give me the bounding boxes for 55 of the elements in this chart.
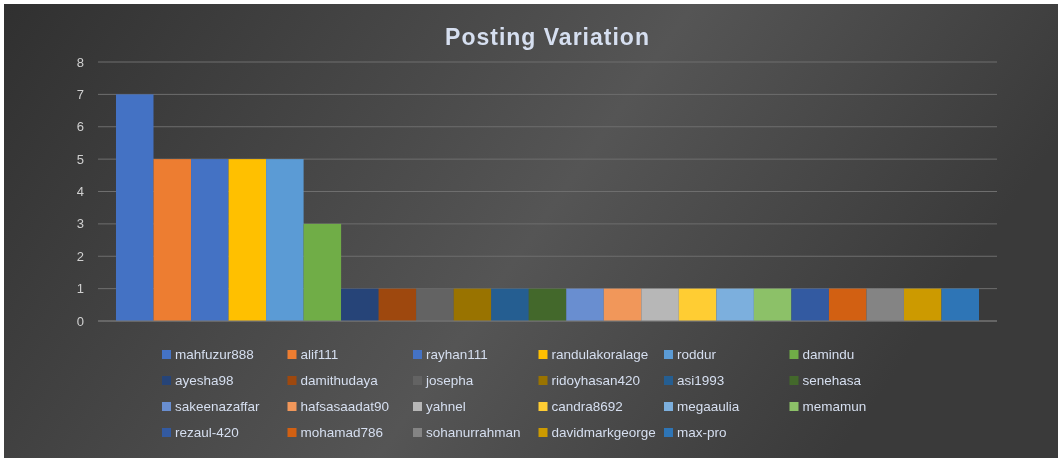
y-tick-label: 1 xyxy=(76,281,84,297)
bar xyxy=(528,288,567,321)
legend-label: ridoyhasan420 xyxy=(551,372,641,388)
bar xyxy=(115,94,154,321)
bar xyxy=(191,159,229,321)
legend-label: rayhan111 xyxy=(426,346,488,362)
legend-label: asi1993 xyxy=(677,372,725,388)
bar xyxy=(491,288,529,321)
legend-label: sohanurrahman xyxy=(426,424,521,440)
y-tick-label: 3 xyxy=(76,216,84,232)
legend-label: yahnel xyxy=(426,398,466,414)
y-tick-label: 2 xyxy=(76,248,84,264)
legend-label: davidmarkgeorge xyxy=(551,424,656,440)
legend-label: max-pro xyxy=(677,424,727,440)
bar xyxy=(941,288,980,321)
legend-label: alif111 xyxy=(300,346,339,362)
legend-label: hafsasaadat90 xyxy=(300,398,390,414)
bar xyxy=(566,288,604,321)
bar xyxy=(453,288,492,321)
chart-title: Posting Variation xyxy=(445,24,650,50)
legend-label: memamun xyxy=(802,398,867,414)
bar xyxy=(641,288,679,321)
legend-label: roddur xyxy=(677,346,717,362)
bar xyxy=(903,288,942,321)
bar xyxy=(378,288,417,321)
legend-label: damithudaya xyxy=(300,372,379,388)
y-tick-label: 5 xyxy=(76,151,84,167)
bar xyxy=(341,288,379,321)
bar xyxy=(828,288,867,321)
y-tick-label: 6 xyxy=(76,119,84,135)
bar xyxy=(266,159,304,321)
legend-label: sakeenazaffar xyxy=(175,398,261,414)
bar xyxy=(228,159,267,321)
bar xyxy=(753,288,792,321)
legend-label: candra8692 xyxy=(551,398,623,414)
legend-label: senehasa xyxy=(802,372,862,388)
legend-label: rezaul-420 xyxy=(175,424,239,440)
y-tick-label: 0 xyxy=(76,313,84,329)
legend-label: josepha xyxy=(425,372,474,388)
bar xyxy=(866,288,904,321)
bar xyxy=(153,159,192,321)
legend-label: mohamad786 xyxy=(300,424,384,440)
bar xyxy=(716,288,754,321)
bar xyxy=(303,223,342,321)
bar xyxy=(791,288,829,321)
y-tick-label: 8 xyxy=(76,54,84,70)
legend-label: randulakoralage xyxy=(551,346,649,362)
legend-label: damindu xyxy=(802,346,855,362)
legend-label: mahfuzur888 xyxy=(175,346,254,362)
y-tick-label: 7 xyxy=(76,86,84,102)
bar xyxy=(603,288,642,321)
legend-label: ayesha98 xyxy=(175,372,234,388)
y-tick-label: 4 xyxy=(76,184,84,200)
legend-label: megaaulia xyxy=(677,398,740,414)
bar xyxy=(678,288,717,321)
